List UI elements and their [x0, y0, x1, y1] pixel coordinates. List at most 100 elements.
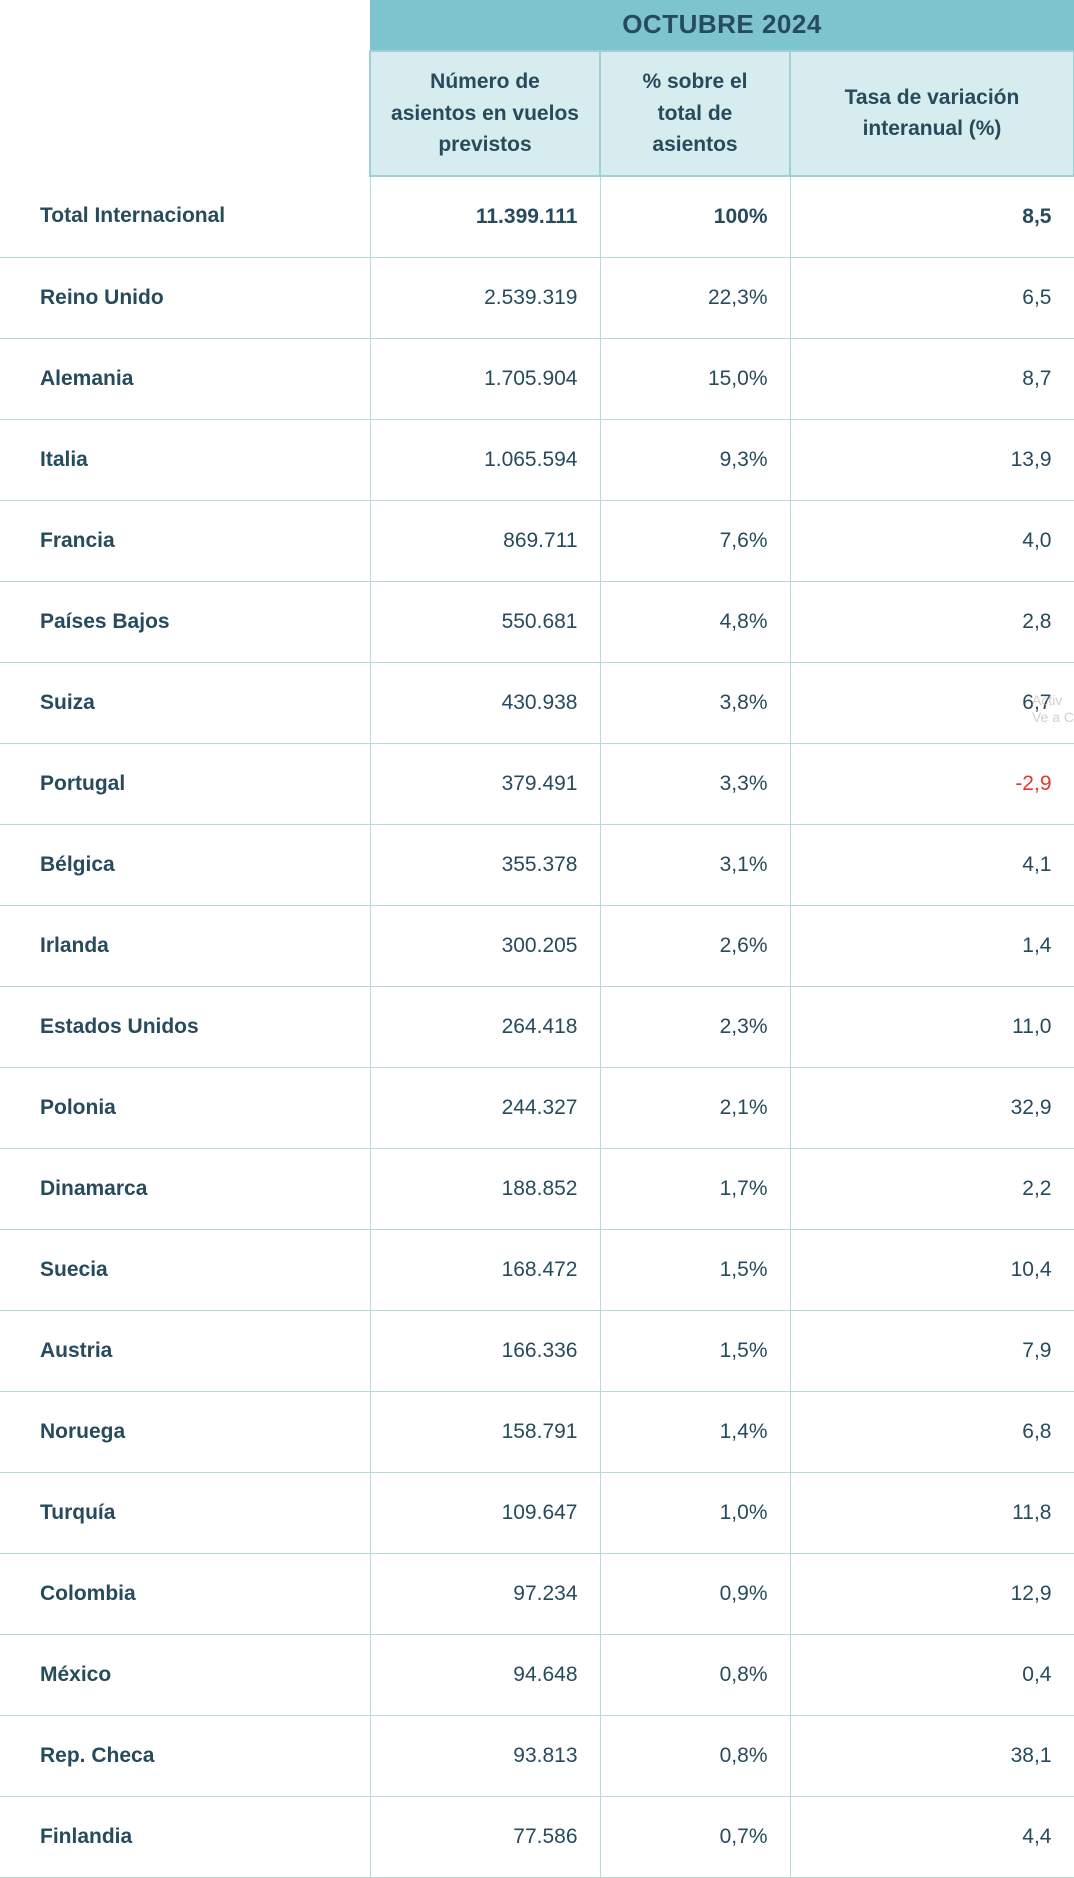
cell-share: 15,0%	[600, 338, 790, 419]
row-label: Francia	[0, 500, 370, 581]
cell-rate: 4,4	[790, 1796, 1074, 1877]
cell-share: 3,1%	[600, 824, 790, 905]
cell-rate: 12,9	[790, 1553, 1074, 1634]
cell-rate: 11,8	[790, 1472, 1074, 1553]
column-header-share: % sobre el total de asientos	[600, 51, 790, 176]
row-label: Turquía	[0, 1472, 370, 1553]
cell-share: 7,6%	[600, 500, 790, 581]
table-row: Dinamarca188.8521,7%2,2	[0, 1148, 1074, 1229]
row-label: Austria	[0, 1310, 370, 1391]
table-row: Francia869.7117,6%4,0	[0, 500, 1074, 581]
table-total-row: Total Internacional11.399.111100%8,5	[0, 176, 1074, 258]
row-label: Estados Unidos	[0, 986, 370, 1067]
seats-table: OCTUBRE 2024 Número de asientos en vuelo…	[0, 0, 1074, 1878]
table-row: Alemania1.705.90415,0%8,7	[0, 338, 1074, 419]
cell-share: 0,9%	[600, 1553, 790, 1634]
cell-share: 2,6%	[600, 905, 790, 986]
cell-seats: 168.472	[370, 1229, 600, 1310]
cell-share: 1,7%	[600, 1148, 790, 1229]
table-row: Polonia244.3272,1%32,9	[0, 1067, 1074, 1148]
cell-rate: -2,9	[790, 743, 1074, 824]
cell-seats: 244.327	[370, 1067, 600, 1148]
row-label: Suecia	[0, 1229, 370, 1310]
cell-seats: 188.852	[370, 1148, 600, 1229]
row-label: Alemania	[0, 338, 370, 419]
cell-seats: 430.938	[370, 662, 600, 743]
cell-share: 4,8%	[600, 581, 790, 662]
table-row: Países Bajos550.6814,8%2,8	[0, 581, 1074, 662]
table-row: Colombia97.2340,9%12,9	[0, 1553, 1074, 1634]
cell-share: 0,7%	[600, 1796, 790, 1877]
cell-rate: 6,8	[790, 1391, 1074, 1472]
cell-seats: 97.234	[370, 1553, 600, 1634]
table-row: Suecia168.4721,5%10,4	[0, 1229, 1074, 1310]
cell-rate: 10,4	[790, 1229, 1074, 1310]
table-row: Reino Unido2.539.31922,3%6,5	[0, 257, 1074, 338]
cell-share: 1,4%	[600, 1391, 790, 1472]
cell-share: 0,8%	[600, 1634, 790, 1715]
cell-rate: 32,9	[790, 1067, 1074, 1148]
header-spacer	[0, 1, 370, 52]
cell-share: 2,3%	[600, 986, 790, 1067]
table-row: Estados Unidos264.4182,3%11,0	[0, 986, 1074, 1067]
row-label: Total Internacional	[0, 176, 370, 258]
cell-rate: 0,4	[790, 1634, 1074, 1715]
cell-rate: 13,9	[790, 419, 1074, 500]
table-row: Turquía109.6471,0%11,8	[0, 1472, 1074, 1553]
cell-share: 3,3%	[600, 743, 790, 824]
cell-seats: 11.399.111	[370, 176, 600, 258]
cell-rate: 2,8	[790, 581, 1074, 662]
table-row: Austria166.3361,5%7,9	[0, 1310, 1074, 1391]
table-row: Suiza430.9383,8%6,7	[0, 662, 1074, 743]
cell-rate: 6,7	[790, 662, 1074, 743]
cell-seats: 93.813	[370, 1715, 600, 1796]
cell-seats: 300.205	[370, 905, 600, 986]
table-row: Italia1.065.5949,3%13,9	[0, 419, 1074, 500]
table-row: México94.6480,8%0,4	[0, 1634, 1074, 1715]
row-label: Polonia	[0, 1067, 370, 1148]
row-label: Países Bajos	[0, 581, 370, 662]
column-header-rate: Tasa de variación interanual (%)	[790, 51, 1074, 176]
cell-share: 9,3%	[600, 419, 790, 500]
cell-share: 1,5%	[600, 1310, 790, 1391]
table-row: Portugal379.4913,3%-2,9	[0, 743, 1074, 824]
row-label: Dinamarca	[0, 1148, 370, 1229]
cell-share: 2,1%	[600, 1067, 790, 1148]
table-row: Finlandia77.5860,7%4,4	[0, 1796, 1074, 1877]
row-label: Finlandia	[0, 1796, 370, 1877]
cell-share: 3,8%	[600, 662, 790, 743]
cell-rate: 1,4	[790, 905, 1074, 986]
cell-seats: 869.711	[370, 500, 600, 581]
period-title: OCTUBRE 2024	[370, 1, 1074, 52]
cell-seats: 158.791	[370, 1391, 600, 1472]
row-label: Rep. Checa	[0, 1715, 370, 1796]
cell-rate: 4,0	[790, 500, 1074, 581]
cell-seats: 166.336	[370, 1310, 600, 1391]
cell-seats: 355.378	[370, 824, 600, 905]
row-label: Irlanda	[0, 905, 370, 986]
cell-share: 22,3%	[600, 257, 790, 338]
row-label: Portugal	[0, 743, 370, 824]
table-row: Noruega158.7911,4%6,8	[0, 1391, 1074, 1472]
cell-rate: 11,0	[790, 986, 1074, 1067]
cell-seats: 77.586	[370, 1796, 600, 1877]
cell-rate: 2,2	[790, 1148, 1074, 1229]
cell-rate: 6,5	[790, 257, 1074, 338]
row-label: Bélgica	[0, 824, 370, 905]
cell-seats: 264.418	[370, 986, 600, 1067]
cell-rate: 7,9	[790, 1310, 1074, 1391]
cell-rate: 38,1	[790, 1715, 1074, 1796]
header-spacer	[0, 51, 370, 176]
cell-seats: 379.491	[370, 743, 600, 824]
cell-share: 100%	[600, 176, 790, 258]
cell-seats: 1.705.904	[370, 338, 600, 419]
cell-seats: 94.648	[370, 1634, 600, 1715]
table-row: Rep. Checa93.8130,8%38,1	[0, 1715, 1074, 1796]
table-row: Bélgica355.3783,1%4,1	[0, 824, 1074, 905]
cell-rate: 8,5	[790, 176, 1074, 258]
cell-seats: 2.539.319	[370, 257, 600, 338]
cell-rate: 4,1	[790, 824, 1074, 905]
cell-share: 1,5%	[600, 1229, 790, 1310]
cell-seats: 109.647	[370, 1472, 600, 1553]
cell-share: 0,8%	[600, 1715, 790, 1796]
